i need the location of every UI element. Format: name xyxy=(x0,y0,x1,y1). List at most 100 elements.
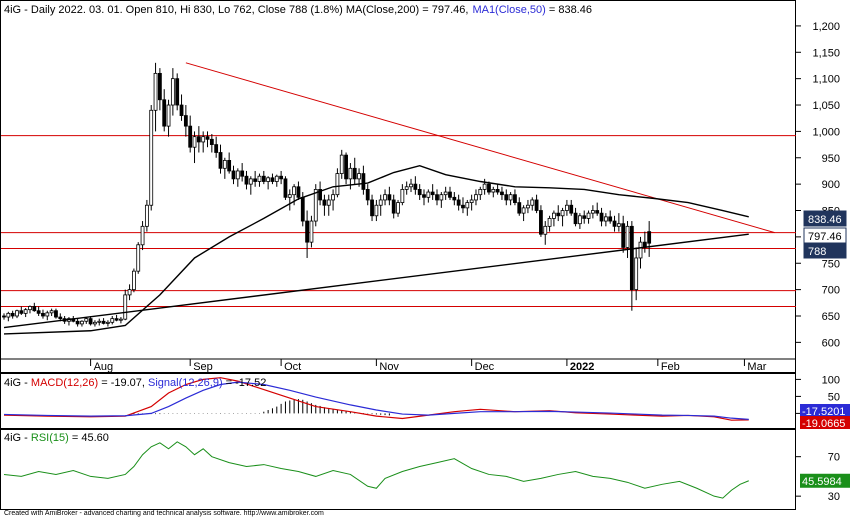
candle-body xyxy=(595,210,600,214)
candle xyxy=(521,205,526,222)
candle xyxy=(23,308,28,318)
candle-body xyxy=(577,215,582,225)
candle xyxy=(404,181,409,195)
candle xyxy=(318,181,322,206)
candle xyxy=(478,186,483,200)
macd-title-value: = -19.07, xyxy=(98,377,148,389)
candle-body xyxy=(370,199,374,217)
price-tick-label: 700 xyxy=(822,285,840,297)
candle xyxy=(183,105,188,137)
candle-body xyxy=(101,320,106,324)
candle xyxy=(616,213,621,232)
candle-body xyxy=(478,189,483,196)
candle-body xyxy=(560,210,565,217)
candle-body xyxy=(279,175,284,180)
candle-body xyxy=(616,223,621,227)
macd-badge xyxy=(800,404,850,417)
candle xyxy=(261,170,266,185)
macd-title-label: MACD(12,26) xyxy=(31,377,98,389)
candle-body xyxy=(569,204,574,214)
price-tick-label: 1,150 xyxy=(812,47,840,59)
candle-body xyxy=(500,191,504,196)
candle xyxy=(448,186,452,200)
candle xyxy=(526,199,530,214)
candle-body xyxy=(192,136,197,148)
candle-body xyxy=(196,136,201,143)
candle xyxy=(599,207,604,227)
candle-body xyxy=(283,178,288,198)
date-axis: Aug Sep Oct Nov Dec 2022 Feb Mar xyxy=(90,359,767,373)
candle xyxy=(209,134,214,153)
candle xyxy=(244,170,249,190)
price-badge-label: 838.46 xyxy=(808,214,842,226)
candle xyxy=(28,305,32,314)
date-tick-label: Aug xyxy=(94,361,114,373)
candle xyxy=(214,136,219,158)
candle-body xyxy=(404,186,409,190)
macd-series xyxy=(3,377,749,421)
candle-body xyxy=(504,194,509,201)
candle xyxy=(595,202,600,216)
candle-body xyxy=(508,194,513,201)
candle-body xyxy=(331,194,335,201)
candle xyxy=(279,170,284,185)
candle-body xyxy=(305,220,310,243)
candle-body xyxy=(106,321,110,324)
candle-body xyxy=(32,306,37,312)
candle xyxy=(227,152,232,174)
candle xyxy=(417,184,422,200)
candle xyxy=(179,94,184,121)
candle-body xyxy=(261,175,266,182)
candle-body xyxy=(157,72,162,101)
candle xyxy=(495,184,500,195)
candle-body xyxy=(322,199,327,206)
rsi-badge-label: 45.5984 xyxy=(802,476,842,488)
candle-body xyxy=(582,215,587,219)
candle xyxy=(97,318,102,326)
price-tick-label: 650 xyxy=(822,311,840,323)
macd-tick-label: 50 xyxy=(828,391,840,403)
candle xyxy=(603,213,608,227)
candle-body xyxy=(149,109,154,206)
candle-body xyxy=(539,210,543,235)
candle-body xyxy=(292,186,297,196)
candle-body xyxy=(179,104,184,116)
candle xyxy=(352,157,357,185)
price-tick-label: 1,050 xyxy=(812,100,840,112)
candle xyxy=(590,205,595,219)
candle xyxy=(612,215,617,232)
candle xyxy=(123,289,128,321)
candle-body xyxy=(461,204,465,209)
candle-body xyxy=(88,318,93,325)
candle xyxy=(231,165,236,185)
candle-body xyxy=(517,202,522,214)
candle xyxy=(253,170,258,187)
candle-body xyxy=(144,204,149,227)
price-tick-label: 1,100 xyxy=(812,74,840,86)
candle xyxy=(283,176,288,200)
candle-body xyxy=(84,318,89,322)
candle-body xyxy=(647,231,652,244)
price-tick-label: 900 xyxy=(822,179,840,191)
candle-body xyxy=(58,316,63,320)
candle-body xyxy=(448,191,452,198)
candle xyxy=(84,317,89,324)
macd-title-prefix: 4iG - xyxy=(4,377,31,389)
rsi-badges: 45.5984 xyxy=(800,473,850,488)
candle-body xyxy=(430,191,435,196)
candle xyxy=(491,186,496,198)
candle-body xyxy=(335,173,340,196)
candle-body xyxy=(313,189,318,222)
candle-body xyxy=(474,194,478,201)
signal-title-value: = -17.52 xyxy=(223,377,267,389)
candle xyxy=(586,210,591,224)
candle-body xyxy=(123,294,128,320)
candle xyxy=(93,320,97,327)
candle xyxy=(474,189,478,206)
candle-body xyxy=(231,170,236,180)
candle xyxy=(552,210,556,227)
candle xyxy=(625,221,630,258)
candle xyxy=(309,215,314,248)
candle-body xyxy=(556,212,561,217)
